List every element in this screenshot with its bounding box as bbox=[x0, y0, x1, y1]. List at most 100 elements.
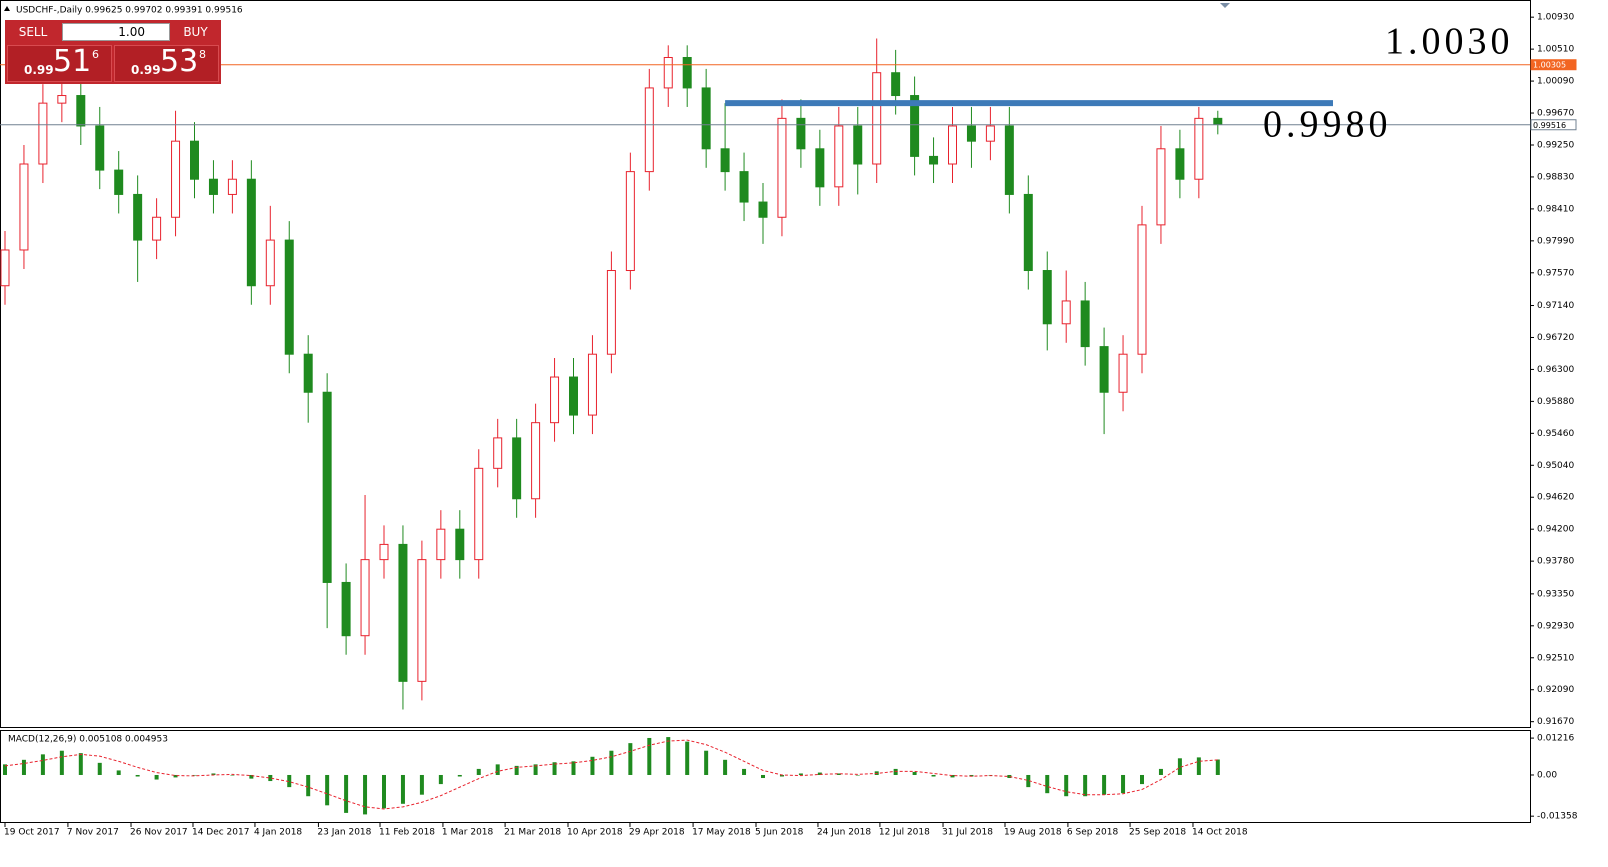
candle-body bbox=[1042, 270, 1052, 325]
candle-body bbox=[1213, 117, 1223, 125]
macd-bar bbox=[495, 764, 500, 775]
x-tick-label: 17 May 2018 bbox=[692, 828, 751, 838]
candle-body bbox=[1118, 353, 1128, 393]
candle-body bbox=[76, 95, 86, 127]
macd-bar bbox=[742, 768, 747, 775]
volume-field[interactable]: 1.00 bbox=[62, 23, 170, 41]
macd-bar bbox=[438, 774, 443, 785]
annotation: 0.9980 bbox=[1263, 104, 1392, 146]
macd-bar bbox=[1140, 774, 1144, 785]
macd-bar bbox=[685, 741, 690, 775]
macd-frame bbox=[0, 730, 1531, 823]
macd-bar bbox=[400, 774, 405, 804]
candle-body bbox=[682, 56, 692, 89]
macd-bar bbox=[419, 774, 424, 795]
y-tick-label: 1.00930 bbox=[1537, 13, 1574, 23]
candle-body bbox=[985, 125, 995, 142]
candle-body bbox=[834, 125, 844, 188]
y-tick-label: 0.98830 bbox=[1537, 172, 1574, 182]
x-tick-label: 11 Feb 2018 bbox=[379, 828, 435, 838]
macd-bar bbox=[761, 774, 765, 779]
macd-bar bbox=[287, 774, 292, 788]
ask-prefix: 0.99 bbox=[131, 63, 161, 77]
macd-bar bbox=[1026, 774, 1031, 788]
macd-bar bbox=[1196, 757, 1201, 775]
candle-body bbox=[777, 117, 787, 218]
candle-body bbox=[417, 559, 427, 682]
candle-body bbox=[720, 148, 730, 173]
buy-button[interactable]: BUY bbox=[183, 25, 208, 39]
bid-prefix: 0.99 bbox=[24, 63, 54, 77]
macd-bar bbox=[78, 753, 83, 775]
candle-body bbox=[966, 125, 976, 142]
macd-bar bbox=[779, 774, 784, 777]
macd-bar bbox=[931, 774, 936, 777]
macd-bar bbox=[1007, 774, 1012, 779]
candle-body bbox=[739, 171, 749, 203]
y-tick-label: 0.95880 bbox=[1537, 397, 1574, 407]
x-tick-label: 24 Jun 2018 bbox=[817, 828, 871, 838]
candle-body bbox=[265, 239, 275, 287]
candle-body bbox=[625, 171, 635, 272]
macd-bar bbox=[1121, 774, 1126, 794]
macd-bar bbox=[173, 774, 178, 778]
y-tick-label: 0.96300 bbox=[1537, 365, 1574, 375]
macd-bar bbox=[628, 743, 633, 775]
candle-body bbox=[587, 353, 597, 416]
macd-bar bbox=[230, 774, 235, 776]
x-tick-label: 5 Jun 2018 bbox=[755, 828, 804, 838]
macd-bar bbox=[912, 771, 917, 775]
candle-body bbox=[569, 376, 578, 416]
candle-body bbox=[474, 467, 484, 561]
macd-bar bbox=[836, 773, 841, 775]
x-tick-label: 23 Jan 2018 bbox=[317, 828, 371, 838]
x-tick-label: 1 Mar 2018 bbox=[442, 828, 494, 838]
candle-body bbox=[910, 95, 920, 157]
macd-bar bbox=[382, 774, 386, 809]
x-tick-label: 14 Dec 2017 bbox=[192, 828, 250, 838]
volume: 1.00 bbox=[118, 25, 145, 39]
ask-small: 8 bbox=[199, 48, 206, 61]
macd-bar bbox=[344, 774, 349, 813]
macd-bar bbox=[116, 770, 121, 775]
x-tick-label: 12 Jul 2018 bbox=[879, 828, 930, 838]
price-label-box bbox=[1530, 119, 1577, 131]
y-tick-label: 0.00 bbox=[1537, 770, 1557, 780]
candle-body bbox=[853, 125, 863, 165]
x-tick-label: 6 Sep 2018 bbox=[1067, 828, 1119, 838]
macd-bar bbox=[798, 773, 803, 775]
macd-bar bbox=[571, 761, 576, 775]
y-tick-label: 0.96720 bbox=[1537, 333, 1574, 343]
macd-bar bbox=[609, 750, 614, 775]
macd-bar bbox=[1102, 774, 1107, 795]
trade-panel: SELL 1.00 BUY 0.99 51 6 0.99 53 8 bbox=[5, 20, 221, 84]
bid-small: 6 bbox=[92, 48, 99, 61]
macd-bar bbox=[704, 750, 709, 775]
y-tick-label: 0.91670 bbox=[1537, 717, 1574, 727]
candle-body bbox=[208, 178, 218, 195]
candle-body bbox=[95, 125, 105, 171]
macd-bar bbox=[249, 774, 254, 779]
y-tick-label: -0.01358 bbox=[1537, 812, 1578, 822]
bid-quote[interactable]: 0.99 51 6 bbox=[7, 44, 112, 82]
x-tick-label: 26 Nov 2017 bbox=[130, 828, 188, 838]
x-tick-label: 19 Aug 2018 bbox=[1004, 828, 1062, 838]
ask-quote[interactable]: 0.99 53 8 bbox=[114, 44, 219, 82]
candle-body bbox=[550, 376, 560, 424]
candle-body bbox=[379, 543, 389, 561]
macd-bar bbox=[950, 774, 955, 778]
sell-button[interactable]: SELL bbox=[18, 25, 48, 39]
candle-body bbox=[1156, 148, 1166, 226]
candle-body bbox=[1080, 300, 1090, 348]
y-tick-label: 0.97140 bbox=[1537, 301, 1574, 311]
macd-bar bbox=[135, 774, 140, 777]
candle-body bbox=[929, 155, 939, 165]
candle-body bbox=[1194, 117, 1204, 180]
candle-body bbox=[114, 169, 124, 195]
candle-body bbox=[171, 140, 181, 218]
macd-title: MACD(12,26,9) 0.005108 0.004953 bbox=[8, 735, 168, 745]
y-tick-label: 1.00090 bbox=[1537, 77, 1574, 87]
macd-bar bbox=[723, 759, 728, 775]
